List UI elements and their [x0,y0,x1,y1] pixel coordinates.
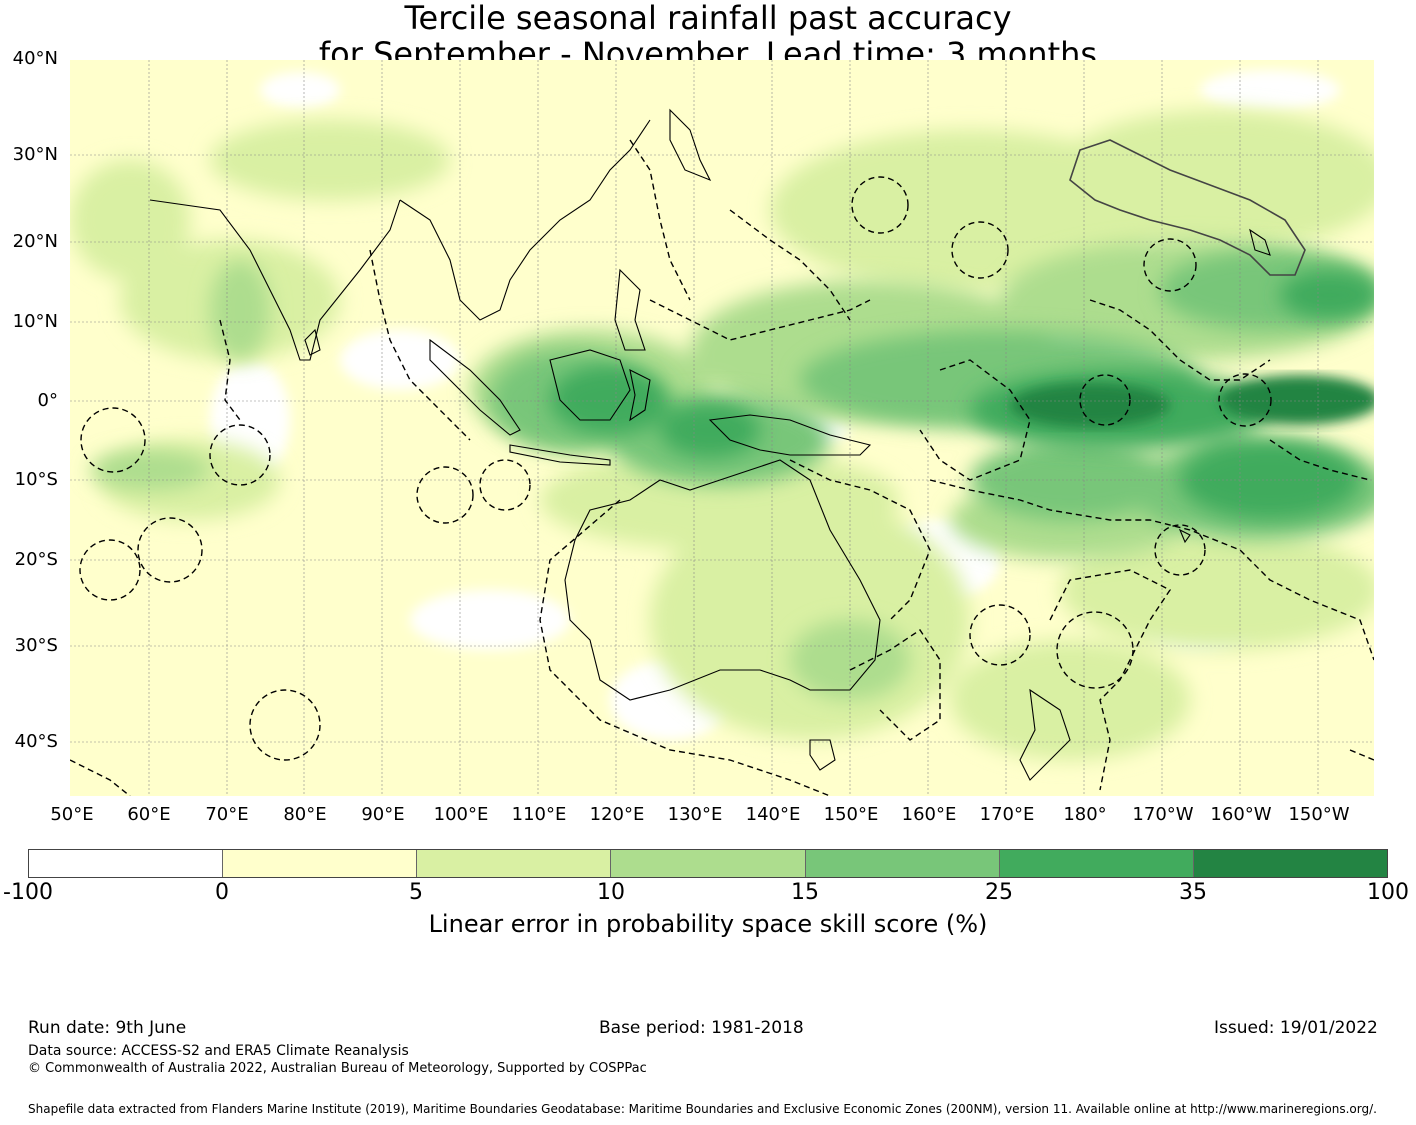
colorbar-tick: 5 [409,880,423,905]
lat-label-20n: 20°N [12,231,58,252]
lat-label-10s: 10°S [14,469,58,490]
issued-date: Issued: 19/01/2022 [1214,1018,1378,1038]
run-date: Run date: 9th June [28,1018,187,1038]
lon-label-120e: 120°E [589,804,645,825]
lon-label-170e: 170°E [979,804,1035,825]
hawaii-eez-outline [1069,139,1306,276]
lat-label-30s: 30°S [14,635,58,656]
lon-label-60e: 60°E [127,804,171,825]
lon-label-90e: 90°E [361,804,405,825]
lon-label-160w: 160°W [1210,804,1272,825]
skill-map: 40°N 30°N 20°N 10°N 0° 10°S 20°S 30°S 40… [13,48,1374,796]
colorbar-tick: 35 [1179,880,1207,905]
colorbar-segment [999,850,1194,877]
graticule [70,60,1374,796]
colorbar-segment [417,850,612,877]
colorbar-tick: 0 [215,880,229,905]
lon-label-140e: 140°E [745,804,801,825]
lon-label-160e: 160°E [901,804,957,825]
lon-label-80e: 80°E [283,804,327,825]
lon-label-150e: 150°E [823,804,879,825]
colorbar-segment [223,850,418,877]
colorbar-segment [805,850,1000,877]
lat-label-20s: 20°S [14,549,58,570]
lon-label-170w: 170°W [1132,804,1194,825]
colorbar-tick: 15 [791,880,819,905]
lat-label-10n: 10°N [12,311,58,332]
colorbar-label: Linear error in probability space skill … [428,910,988,938]
lon-label-110e: 110°E [511,804,567,825]
shapefile-credit: Shapefile data extracted from Flanders M… [28,1102,1377,1116]
eez-boundaries [70,139,1374,796]
colorbar-segment [29,850,224,877]
lon-label-50e: 50°E [50,804,94,825]
title-line-1: Tercile seasonal rainfall past accuracy [404,0,1012,37]
copyright: © Commonwealth of Australia 2022, Austra… [28,1061,647,1076]
lat-label-0: 0° [37,390,58,411]
lat-label-40s: 40°S [14,731,58,752]
colorbar-tick: -100 [3,880,53,905]
lon-label-150w: 150°W [1288,804,1350,825]
map-canvas [70,60,1374,796]
data-source: Data source: ACCESS-S2 and ERA5 Climate … [28,1043,409,1059]
base-period: Base period: 1981-2018 [599,1018,804,1038]
colorbar-segment [611,850,806,877]
colorbar-segment [1193,850,1387,877]
lon-label-180: 180° [1063,804,1107,825]
skill-35-100-areas [1010,375,1374,427]
lon-label-70e: 70°E [205,804,249,825]
coastlines [149,108,1271,781]
colorbar [28,849,1388,878]
colorbar-tick: 10 [597,880,625,905]
lon-label-130e: 130°E [667,804,723,825]
lat-label-40n: 40°N [12,48,58,69]
colorbar-tick: 100 [1367,880,1409,905]
colorbar-tick: 25 [985,880,1013,905]
lat-label-30n: 30°N [12,144,58,165]
lon-label-100e: 100°E [433,804,489,825]
